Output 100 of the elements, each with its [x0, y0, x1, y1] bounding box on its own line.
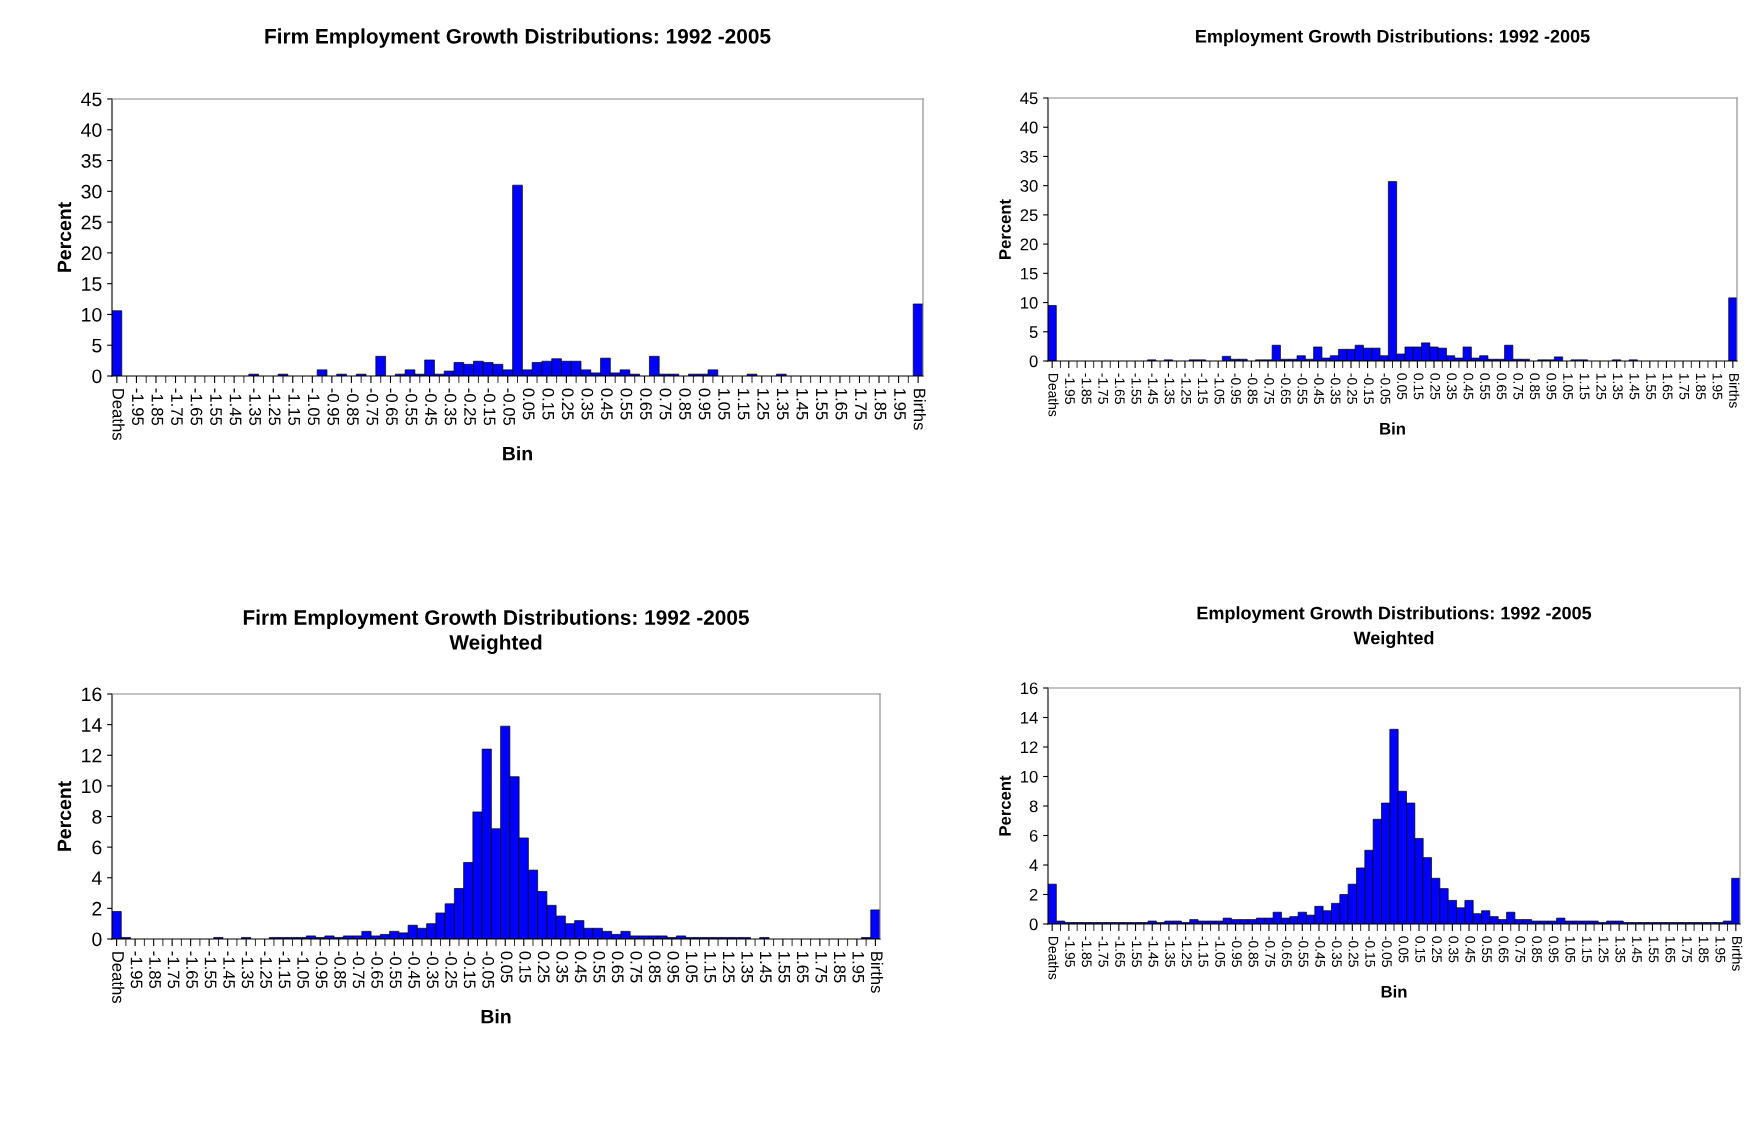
- y-tick-label: 10: [82, 779, 102, 794]
- x-tick-label: 1.25: [1596, 373, 1607, 400]
- x-tick-label: 0.25: [537, 951, 550, 983]
- y-tick-label: 20: [81, 246, 102, 261]
- x-tick-label: 0.95: [667, 951, 680, 983]
- x-tick-label: -0.15: [463, 951, 476, 989]
- x-tick-label: -1.55: [1131, 936, 1142, 967]
- y-tick-label: 40: [81, 123, 102, 138]
- x-tick-label: 0.05: [1398, 936, 1409, 963]
- x-tick-label: 1.85: [1695, 373, 1706, 400]
- y-tick-label: 15: [82, 277, 102, 291]
- x-tick-label: 1.95: [894, 389, 906, 420]
- x-tick-label: 0.15: [519, 951, 532, 983]
- x-tick-label: -0.65: [371, 951, 384, 989]
- x-tick-label: 0.85: [1532, 936, 1542, 963]
- y-tick-label: 40: [1020, 121, 1038, 134]
- x-tick-label: 1.55: [778, 952, 790, 983]
- x-tick-label: 1.25: [757, 389, 770, 420]
- x-tick-label: -1.25: [260, 951, 272, 989]
- y-tick-label: 30: [81, 184, 102, 199]
- y-axis-title: Percent: [999, 775, 1011, 836]
- x-tick-label: -1.75: [1098, 373, 1108, 404]
- y-tick-label: 10: [1021, 770, 1038, 783]
- x-tick-label: 1.35: [776, 389, 789, 420]
- x-tick-label: 0.25: [561, 388, 574, 420]
- x-tick-label: 0.85: [679, 388, 691, 420]
- x-tick-label: -1.75: [167, 951, 180, 989]
- y-tick-label: 5: [92, 338, 102, 353]
- x-tick-label: -0.65: [1280, 373, 1291, 404]
- x-tick-label: -1.85: [1081, 936, 1092, 967]
- x-tick-label: -1.65: [1114, 373, 1125, 404]
- y-tick-label: 10: [1021, 296, 1038, 309]
- y-tick-label: 8: [92, 809, 102, 824]
- x-tick-label: -1.45: [1148, 373, 1158, 404]
- x-tick-label: 1.35: [1612, 373, 1623, 400]
- x-tick-label: 1.25: [1598, 936, 1609, 963]
- x-tick-label: 1.85: [1698, 936, 1709, 963]
- x-tick-label: 0.45: [600, 388, 613, 420]
- y-tick-label: 0: [1029, 918, 1038, 931]
- x-axis-title: Bin: [503, 446, 532, 461]
- x-tick-label: -0.65: [1281, 936, 1292, 967]
- y-axis-title: Percent: [57, 781, 72, 851]
- x-tick-label: -1.45: [223, 951, 235, 989]
- x-tick-label: 1.95: [1712, 373, 1723, 400]
- y-tick-label: 16: [1021, 682, 1038, 695]
- x-tick-label: 1.75: [855, 389, 867, 420]
- x-tick-label: 0.55: [1480, 373, 1490, 400]
- x-tick-label: 0.75: [1513, 373, 1524, 400]
- x-tick-label: -1.85: [151, 388, 164, 426]
- x-tick-label: -1.65: [190, 388, 203, 426]
- x-tick-label: -0.35: [426, 951, 439, 989]
- x-tick-label: -1.05: [307, 388, 320, 426]
- x-tick-label: 1.65: [1665, 936, 1676, 963]
- x-tick-label: -0.15: [483, 388, 496, 426]
- chart-title: Firm Employment Growth Distributions: 1992 -2005: [265, 28, 771, 48]
- x-tick-label: 1.05: [685, 952, 698, 983]
- x-tick-label: 0.05: [1397, 373, 1407, 400]
- x-tick-label: Deaths: [112, 952, 125, 1004]
- x-tick-label: Deaths: [1048, 936, 1059, 980]
- x-tick-label: 1.95: [852, 952, 865, 983]
- x-axis-title: Bin: [1381, 985, 1407, 998]
- y-tick-label: 35: [81, 154, 102, 168]
- chart-subtitle: Weighted: [449, 634, 542, 654]
- x-tick-label: -1.65: [1115, 936, 1125, 967]
- y-tick-label: 25: [81, 215, 102, 230]
- x-tick-label: Deaths: [112, 389, 125, 441]
- x-tick-label: 0.65: [1496, 373, 1507, 400]
- x-tick-label: -1.35: [1165, 936, 1175, 967]
- x-tick-label: -1.65: [186, 951, 198, 989]
- x-tick-label: -1.15: [1197, 373, 1208, 404]
- x-tick-label: -0.75: [352, 951, 365, 989]
- chart-title: Employment Growth Distributions: 1992 -2005: [1196, 29, 1590, 47]
- x-tick-label: -0.85: [1248, 936, 1259, 967]
- x-tick-label: 1.25: [722, 952, 735, 983]
- x-tick-label: -0.75: [1265, 936, 1276, 967]
- y-tick-label: 35: [1020, 150, 1038, 163]
- x-tick-label: 0.55: [593, 951, 606, 983]
- x-tick-label: -0.75: [1264, 373, 1275, 404]
- x-tick-label: -1.25: [1181, 373, 1192, 404]
- x-tick-label: -1.55: [1131, 373, 1142, 404]
- x-tick-label: -0.85: [1247, 373, 1258, 404]
- chart-title: Employment Growth Distributions: 1992 -2005: [1197, 606, 1592, 623]
- x-tick-label: 1.55: [1648, 936, 1659, 963]
- x-tick-label: 1.45: [796, 389, 809, 420]
- x-tick-label: -0.45: [1315, 936, 1326, 967]
- x-tick-label: -1.25: [1181, 936, 1192, 967]
- y-tick-label: 4: [1029, 859, 1038, 872]
- x-tick-label: 1.85: [874, 389, 887, 420]
- x-tick-label: -1.05: [1215, 936, 1226, 967]
- x-tick-label: -0.25: [464, 388, 476, 426]
- x-tick-label: 0.55: [1481, 936, 1492, 963]
- x-tick-label: -0.55: [1298, 936, 1309, 967]
- x-tick-label: -0.55: [405, 388, 418, 426]
- x-tick-label: 0.25: [1431, 936, 1442, 963]
- x-tick-label: -0.15: [1363, 373, 1374, 404]
- x-tick-label: -1.95: [1065, 373, 1075, 404]
- x-tick-label: 0.35: [1446, 373, 1457, 400]
- x-tick-label: 0.35: [556, 951, 569, 983]
- y-tick-label: 14: [1021, 712, 1038, 724]
- x-tick-label: -1.45: [1148, 936, 1159, 967]
